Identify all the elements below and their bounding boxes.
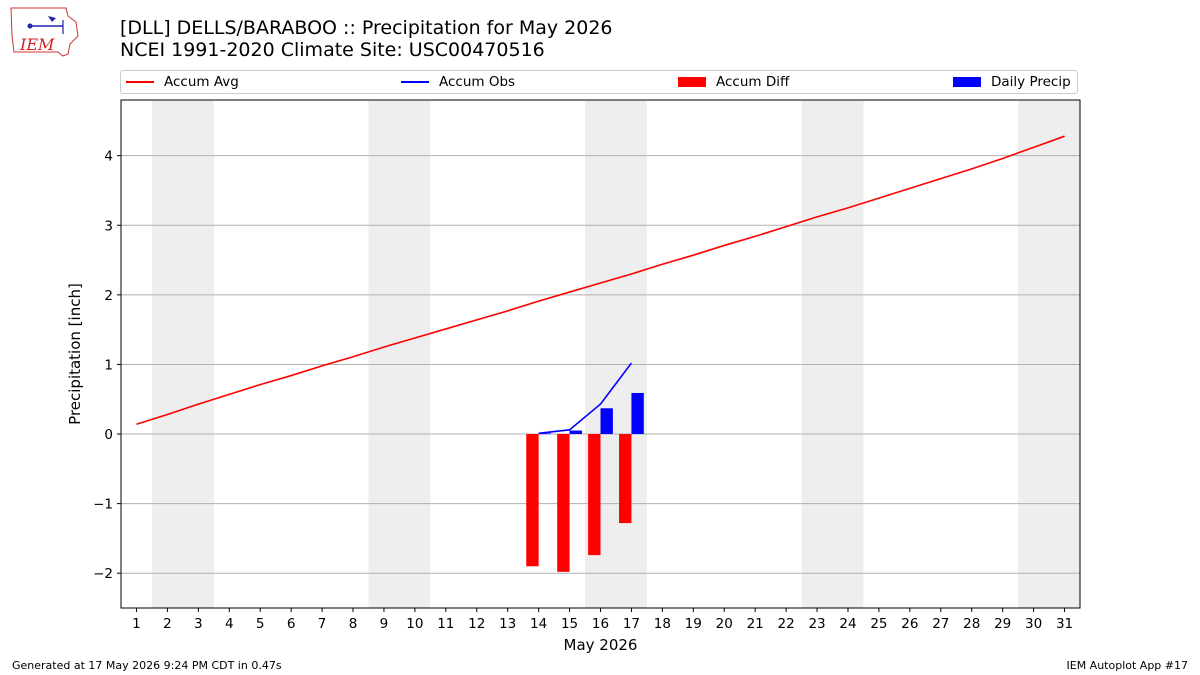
- y-tick-label: 4: [104, 149, 113, 165]
- x-tick-label: 5: [256, 616, 265, 632]
- daily-precip-bar: [631, 392, 644, 435]
- x-tick-label: 11: [437, 616, 454, 632]
- x-tick-label: 6: [287, 616, 296, 632]
- accum-obs-line: [538, 362, 633, 435]
- y-tick-label: 1: [104, 357, 113, 373]
- x-tick-label: 20: [716, 616, 733, 632]
- footer-generated: Generated at 17 May 2026 9:24 PM CDT in …: [12, 659, 282, 672]
- x-tick-label: 29: [994, 616, 1011, 632]
- x-tick-label: 4: [225, 616, 234, 632]
- accum-diff-bar: [619, 434, 632, 524]
- x-tick-label: 24: [839, 616, 856, 632]
- weekend-band: [151, 100, 214, 608]
- x-tick-label: 8: [349, 616, 358, 632]
- legend-label-daily-precip: Daily Precip: [991, 74, 1071, 90]
- weekend-band: [1018, 100, 1080, 608]
- legend-label-accum-obs: Accum Obs: [439, 74, 516, 90]
- x-tick-label: 14: [530, 616, 547, 632]
- x-tick-label: 9: [380, 616, 389, 632]
- accum-diff-bar: [557, 434, 570, 572]
- y-tick-label: −2: [93, 566, 113, 582]
- x-tick-label: 7: [318, 616, 327, 632]
- x-tick-label: 15: [561, 616, 578, 632]
- x-tick-label: 17: [623, 616, 640, 632]
- x-tick-label: 21: [747, 616, 764, 632]
- legend-item-accum-obs: Accum Obs: [401, 71, 515, 93]
- accum-avg-line: [136, 135, 1065, 426]
- chart-title: [DLL] DELLS/BARABOO :: Precipitation for…: [120, 17, 613, 39]
- x-tick-label: 3: [194, 616, 203, 632]
- y-tick-label: 0: [104, 427, 113, 443]
- x-tick-label: 10: [406, 616, 423, 632]
- legend: Accum Avg Accum Obs Accum Diff Daily Pre…: [120, 70, 1078, 94]
- y-axis-ticks: −2 −1 0 1 2 3 4: [93, 149, 121, 582]
- x-tick-label: 16: [592, 616, 609, 632]
- x-tick-label: 13: [499, 616, 516, 632]
- legend-swatch-daily-precip: [953, 77, 981, 87]
- x-tick-label: 30: [1025, 616, 1042, 632]
- legend-label-accum-avg: Accum Avg: [164, 74, 239, 90]
- x-tick-label: 25: [870, 616, 887, 632]
- legend-swatch-accum-avg: [126, 81, 154, 83]
- accum-diff-bar: [526, 434, 539, 567]
- daily-precip-bar: [569, 430, 582, 435]
- legend-swatch-accum-diff: [678, 77, 706, 87]
- logo-text: IEM: [19, 35, 55, 54]
- legend-item-accum-avg: Accum Avg: [126, 71, 239, 93]
- accum-diff-bar: [588, 434, 601, 556]
- x-tick-label: 26: [901, 616, 918, 632]
- x-tick-label: 31: [1056, 616, 1073, 632]
- legend-item-accum-diff: Accum Diff: [678, 71, 789, 93]
- weekend-bands: [151, 100, 1080, 608]
- x-tick-label: 1: [132, 616, 141, 632]
- daily-precip-bar: [600, 408, 613, 435]
- iem-logo: IEM: [10, 7, 79, 57]
- x-tick-label: 18: [654, 616, 671, 632]
- x-tick-label: 27: [932, 616, 949, 632]
- chart-subtitle: NCEI 1991-2020 Climate Site: USC00470516: [120, 39, 545, 61]
- y-tick-label: −1: [93, 497, 113, 513]
- weekend-band: [368, 100, 431, 608]
- x-axis-ticks: 1 2 3 4 5 6 7 8 9 10 11 12 13 14 15 16 17 18 19 20 21 22 23 24 2…: [132, 608, 1073, 632]
- legend-item-daily-precip: Daily Precip: [953, 71, 1071, 93]
- x-tick-label: 19: [685, 616, 702, 632]
- legend-label-accum-diff: Accum Diff: [716, 74, 790, 90]
- y-axis-label: Precipitation [inch]: [66, 283, 84, 425]
- footer-app: IEM Autoplot App #17: [1066, 659, 1189, 672]
- x-tick-label: 2: [163, 616, 172, 632]
- x-tick-label: 12: [468, 616, 485, 632]
- bars: [526, 392, 644, 572]
- series-lines: [136, 135, 1065, 435]
- x-tick-label: 22: [778, 616, 795, 632]
- x-axis-label: May 2026: [564, 636, 638, 654]
- daily-precip-bar: [538, 433, 552, 435]
- legend-swatch-accum-obs: [401, 81, 429, 83]
- y-tick-label: 2: [104, 288, 113, 304]
- x-tick-label: 28: [963, 616, 980, 632]
- x-tick-label: 23: [808, 616, 825, 632]
- weekend-band: [801, 100, 864, 608]
- y-tick-label: 3: [104, 218, 113, 234]
